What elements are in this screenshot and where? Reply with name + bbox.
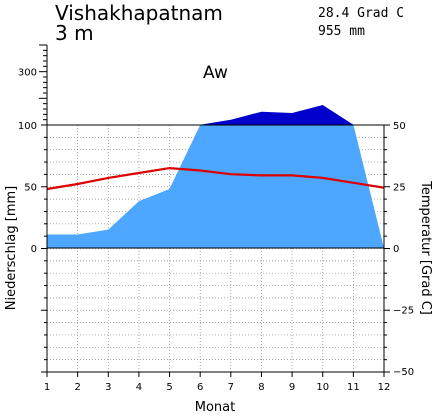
left-tick-label: 50	[24, 183, 37, 194]
left-tick-label: 300	[18, 68, 37, 79]
right-tick-label: 0	[393, 244, 399, 255]
right-tick-label: −50	[393, 367, 414, 378]
annual-precipitation: 955 mm	[318, 24, 365, 39]
x-tick-label: 3	[105, 382, 111, 393]
plot-frame	[41, 124, 390, 377]
x-tick-label: 12	[378, 382, 391, 393]
upper-axis-ticks	[39, 44, 48, 125]
temperature-line	[46, 166, 385, 191]
x-tick-label: 10	[316, 382, 329, 393]
precipitation-excess-area	[47, 105, 384, 125]
x-tick-label: 11	[347, 382, 360, 393]
x-tick-label: 4	[136, 382, 142, 393]
right-tick-label: 50	[393, 121, 406, 132]
x-tick-label: 6	[197, 382, 203, 393]
right-axis-label: Temperatur [Grad C]	[418, 180, 433, 315]
x-tick-label: 7	[228, 382, 234, 393]
x-axis-label: Monat	[195, 400, 235, 415]
x-tick-label: 8	[258, 382, 264, 393]
station-name: Vishakhapatnam	[55, 1, 223, 25]
x-tick-label: 5	[166, 382, 172, 393]
climate-class: Aw	[203, 63, 228, 83]
mean-temperature: 28.4 Grad C	[318, 6, 404, 21]
right-tick-label: −25	[393, 306, 414, 317]
x-tick-label: 1	[44, 382, 50, 393]
left-tick-label: 0	[31, 244, 37, 255]
x-tick-label: 2	[74, 382, 80, 393]
station-elevation: 3 m	[55, 21, 94, 45]
x-tick-label: 9	[289, 382, 295, 393]
chart-marks	[46, 105, 385, 248]
left-tick-label: 100	[18, 121, 37, 132]
right-tick-label: 25	[393, 183, 406, 194]
precipitation-area	[47, 125, 384, 248]
left-axis-label: Niederschlag [mm]	[4, 186, 19, 311]
